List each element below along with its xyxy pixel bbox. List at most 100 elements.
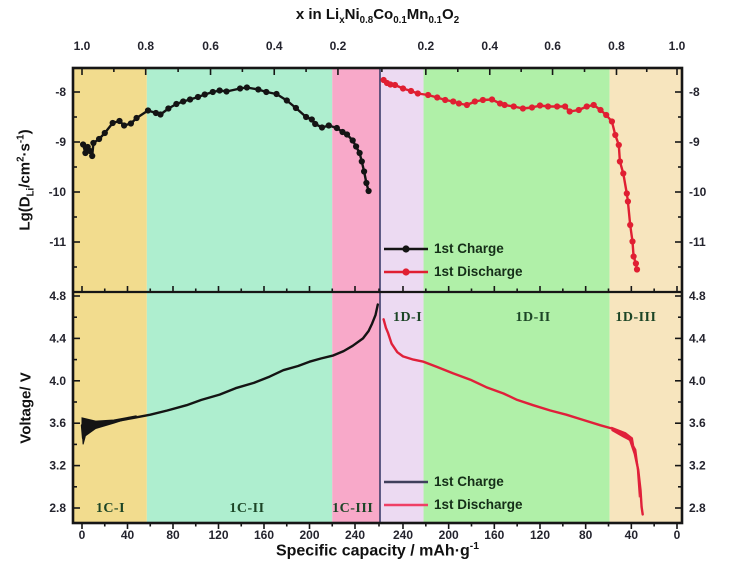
1st-charge-marker-top bbox=[318, 124, 326, 131]
1st-discharge-marker-top bbox=[488, 96, 496, 103]
1st-discharge-marker-top bbox=[562, 103, 569, 110]
legend-bottom-label-1st-charge: 1st Charge bbox=[434, 474, 504, 489]
top-axis-tick-label: 1.0 bbox=[74, 39, 91, 53]
1st-charge-marker-top bbox=[86, 147, 94, 155]
1st-charge-marker-top bbox=[223, 88, 230, 95]
1st-discharge-marker-top bbox=[627, 221, 634, 229]
1st-charge-marker-top bbox=[165, 105, 172, 112]
region-label-1d-iii: 1D-III bbox=[615, 310, 656, 325]
1st-discharge-marker-top bbox=[434, 94, 441, 101]
legend-top-label-1st-discharge: 1st Discharge bbox=[434, 264, 523, 279]
1st-discharge-marker-top bbox=[583, 103, 590, 110]
region-band-1c-iii bbox=[332, 68, 380, 523]
bottom-axis-tick-label: 160 bbox=[484, 528, 504, 542]
1st-charge-marker-top bbox=[333, 124, 340, 132]
1st-charge-marker-top bbox=[263, 88, 270, 96]
bottom-axis-tick-label: 0 bbox=[674, 528, 681, 542]
1st-charge-marker-top bbox=[127, 120, 134, 127]
1st-discharge-marker-top bbox=[528, 104, 536, 111]
bottom-axis-tick-label: 160 bbox=[254, 528, 274, 542]
region-band-1d-ii bbox=[423, 68, 610, 523]
y-tick-label-right: 3.2 bbox=[689, 459, 706, 473]
y-tick-label-right: 3.6 bbox=[689, 416, 706, 430]
y-tick-label-left: 3.6 bbox=[49, 416, 66, 430]
bottom-axis-tick-label: 0 bbox=[79, 528, 86, 542]
1st-charge-marker-top bbox=[96, 135, 103, 143]
1st-discharge-marker-top bbox=[450, 98, 457, 105]
bottom-axis-tick-label: 120 bbox=[208, 528, 228, 542]
x-axis-label: Specific capacity / mAh·g-1 bbox=[275, 541, 480, 560]
y-tick-label-right: -11 bbox=[689, 235, 706, 249]
1st-discharge-marker-top bbox=[597, 106, 604, 114]
1st-discharge-marker-top bbox=[624, 198, 632, 205]
1st-charge-marker-top bbox=[173, 100, 180, 108]
1st-charge-curve-bottom bbox=[80, 303, 379, 440]
1st-discharge-marker-top bbox=[442, 96, 449, 104]
legend-top-marker-1st-discharge bbox=[402, 268, 410, 276]
1st-discharge-marker-top bbox=[455, 100, 462, 107]
top-axis-tick-label: 0.4 bbox=[266, 39, 283, 53]
y-tick-label-left: 3.2 bbox=[49, 459, 66, 473]
top-axis-tick-label: 1.0 bbox=[669, 39, 686, 53]
y-tick-label-left: 2.8 bbox=[49, 501, 66, 515]
1st-charge-marker-top bbox=[363, 179, 370, 187]
y-tick-label-left: 4.0 bbox=[49, 374, 66, 388]
1st-discharge-marker-top bbox=[471, 98, 478, 105]
1st-charge-marker-top bbox=[157, 111, 164, 118]
1st-discharge-marker-top bbox=[575, 106, 582, 114]
1st-charge-marker-top bbox=[89, 152, 96, 160]
bottom-axis-tick-label: 240 bbox=[393, 528, 413, 542]
1st-discharge-marker-top bbox=[608, 118, 616, 125]
1st-discharge-marker-top bbox=[425, 91, 432, 99]
top-axis-tick-label: 0.4 bbox=[481, 39, 498, 53]
1st-charge-marker-top bbox=[283, 97, 290, 104]
1st-discharge-marker-top bbox=[536, 102, 544, 109]
1st-discharge-marker-top bbox=[632, 260, 640, 267]
1st-charge-marker-top bbox=[349, 137, 356, 144]
region-label-1c-iii: 1C-III bbox=[332, 501, 373, 516]
1st-discharge-marker-top bbox=[603, 111, 610, 119]
bottom-axis-tick-label: 200 bbox=[299, 528, 319, 542]
1st-discharge-marker-top bbox=[629, 238, 636, 245]
bottom-axis-tick-label: 120 bbox=[530, 528, 550, 542]
1st-charge-marker-top bbox=[365, 187, 372, 195]
1st-discharge-marker-top bbox=[623, 190, 630, 197]
1st-discharge-marker-top bbox=[479, 96, 486, 104]
1st-charge-marker-top bbox=[180, 98, 187, 105]
1st-charge-marker-top bbox=[90, 139, 97, 147]
y-tick-label-left: -10 bbox=[49, 185, 67, 199]
y-tick-label-left: -9 bbox=[55, 135, 66, 149]
1st-charge-marker-top bbox=[343, 131, 351, 138]
1st-charge-marker-top bbox=[187, 96, 194, 103]
1st-charge-marker-top bbox=[353, 143, 360, 150]
1st-charge-marker-top bbox=[356, 149, 363, 157]
bottom-axis-tick-label: 40 bbox=[625, 528, 639, 542]
1st-discharge-marker-top bbox=[566, 108, 573, 115]
1st-discharge-marker-top bbox=[463, 101, 470, 109]
region-band-1c-ii bbox=[146, 68, 333, 523]
top-axis-tick-label: 0.2 bbox=[417, 39, 434, 53]
1st-charge-marker-top bbox=[201, 91, 208, 98]
region-band-1c-i bbox=[73, 68, 147, 523]
legend-top-label-1st-charge: 1st Charge bbox=[434, 241, 504, 256]
1st-charge-marker-top bbox=[144, 107, 152, 114]
y-tick-label-right: -10 bbox=[689, 185, 707, 199]
1st-discharge-marker-top bbox=[590, 101, 597, 109]
region-label-1d-i: 1D-I bbox=[393, 310, 422, 325]
1st-charge-marker-top bbox=[121, 122, 128, 129]
region-label-1c-ii: 1C-II bbox=[229, 501, 264, 516]
1st-discharge-marker-top bbox=[510, 103, 517, 110]
bottom-axis-tick-label: 80 bbox=[579, 528, 593, 542]
1st-discharge-marker-top bbox=[407, 87, 415, 95]
y-tick-label-left: -11 bbox=[49, 235, 66, 249]
1st-charge-marker-top bbox=[80, 141, 87, 148]
top-axis-tick-label: 0.6 bbox=[202, 39, 219, 53]
bottom-axis-tick-label: 240 bbox=[345, 528, 365, 542]
1st-discharge-marker-top bbox=[616, 158, 624, 165]
y-tick-label-right: -9 bbox=[689, 135, 700, 149]
1st-charge-marker-top bbox=[109, 119, 116, 127]
1st-discharge-marker-top bbox=[391, 81, 399, 89]
1st-charge-marker-top bbox=[216, 87, 223, 94]
